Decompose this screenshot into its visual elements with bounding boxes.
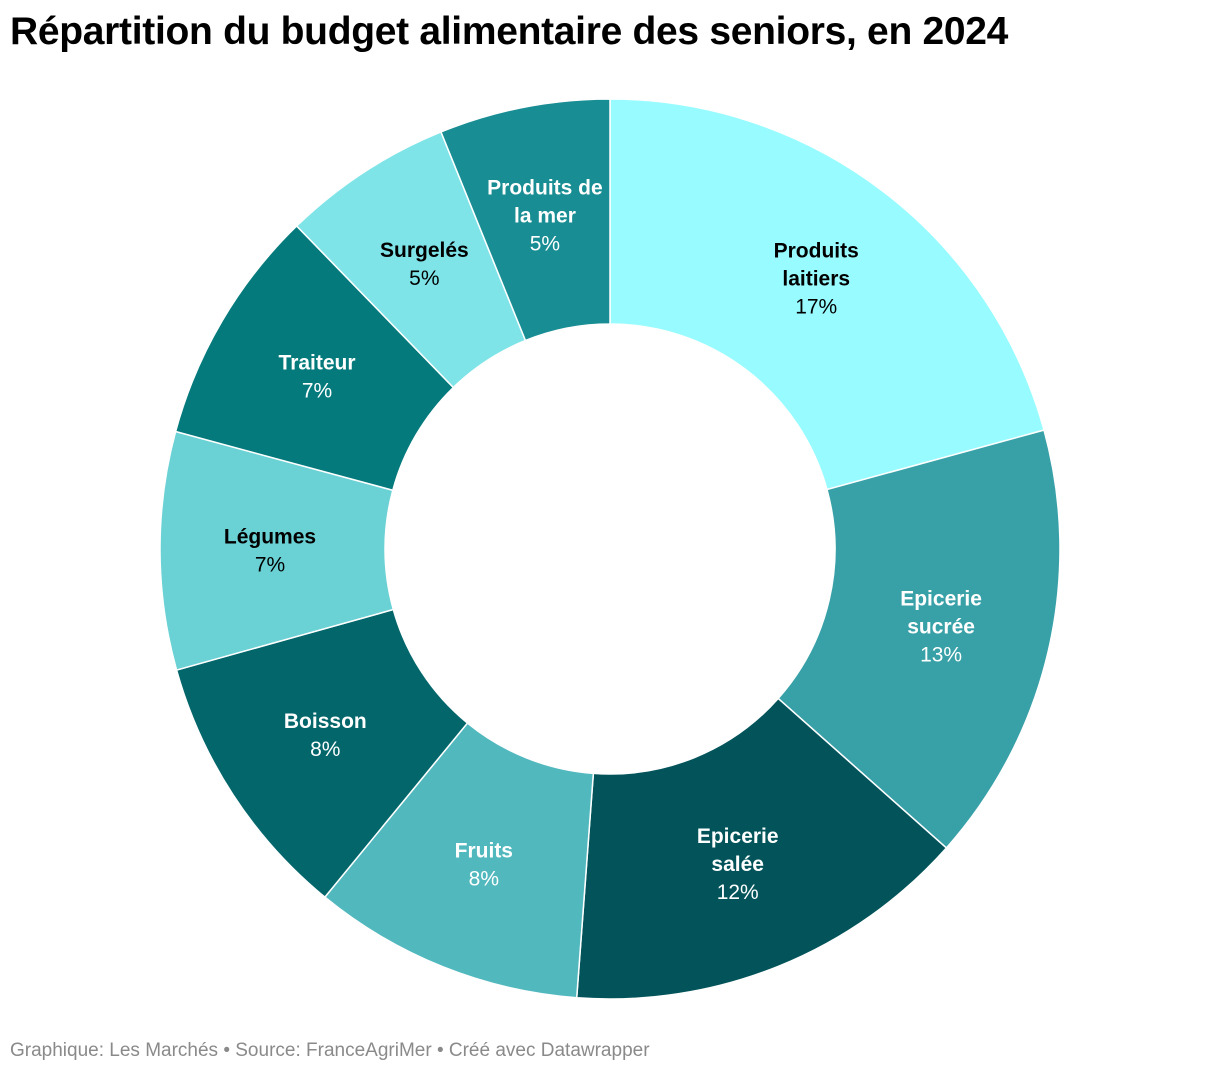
slice-name: Epicerie: [697, 825, 779, 848]
slice-name: Produits: [774, 240, 859, 263]
slice-value: 8%: [310, 738, 340, 761]
slice-epicerie-salee[interactable]: [575, 697, 948, 1000]
slice-produits-de-la-mer[interactable]: [439, 98, 611, 342]
slices-group: [159, 98, 1061, 1000]
slice-name: Surgelés: [380, 239, 469, 262]
slice-label-traiteur: Traiteur 7%: [279, 351, 356, 402]
slice-label-legumes: Légumes 7%: [224, 525, 316, 576]
slice-name: Produits de: [487, 176, 603, 199]
slice-epicerie-sucree[interactable]: [777, 429, 1061, 849]
slice-label-fruits: Fruits 8%: [455, 840, 513, 891]
slice-name: la mer: [514, 204, 576, 227]
slice-value: 8%: [469, 868, 499, 891]
slice-value: 5%: [409, 267, 439, 290]
slice-name: salée: [711, 853, 764, 876]
slice-value: 17%: [795, 296, 837, 319]
slice-value: 7%: [302, 379, 332, 402]
slice-label-epicerie-salee: Epicerie salée 12%: [697, 825, 779, 904]
labels-group: Produits laitiers 17%Epicerie sucrée 13%Epic…: [224, 176, 982, 904]
slice-name: Epicerie: [900, 587, 982, 610]
chart-title: Répartition du budget alimentaire des se…: [10, 10, 1009, 53]
slice-label-epicerie-sucree: Epicerie sucrée 13%: [900, 587, 982, 666]
slice-label-surgeles: Surgelés 5%: [380, 239, 469, 290]
slice-label-produits-de-la-mer: Produits de la mer 5%: [487, 176, 603, 255]
slice-value: 7%: [255, 553, 285, 576]
slice-name: laitiers: [782, 268, 850, 291]
source-footer: Graphique: Les Marchés • Source: FranceA…: [10, 1040, 650, 1061]
slice-value: 5%: [530, 232, 560, 255]
slice-label-produits-laitiers: Produits laitiers 17%: [774, 240, 859, 319]
slice-name: sucrée: [907, 615, 975, 638]
slice-name: Fruits: [455, 840, 513, 863]
slice-name: Traiteur: [279, 351, 356, 374]
slice-value: 13%: [920, 643, 962, 666]
slice-name: Légumes: [224, 525, 316, 548]
slice-name: Boisson: [284, 710, 367, 733]
slice-produits-laitiers[interactable]: [609, 98, 1045, 491]
slice-label-boisson: Boisson 8%: [284, 710, 367, 761]
slice-value: 12%: [717, 881, 759, 904]
